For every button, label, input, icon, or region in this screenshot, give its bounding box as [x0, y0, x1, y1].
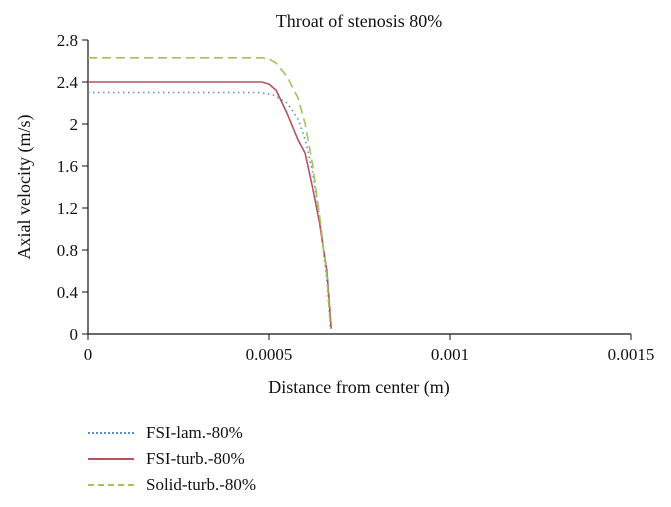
x-axis-ticks: 0 0.0005 0.001 0.0015	[84, 334, 655, 364]
legend-swatch	[88, 458, 134, 460]
legend-item-1: FSI-lam.-80%	[88, 420, 448, 446]
x-tick-label: 0.0015	[608, 345, 655, 364]
legend: FSI-lam.-80% FSI-turb.-80% Solid-turb.-80%	[88, 420, 448, 498]
y-tick-label: 1.6	[57, 157, 78, 176]
y-tick-label: 0.4	[57, 283, 79, 302]
chart-title: Throat of stenosis 80%	[276, 11, 442, 31]
x-tick-label: 0.0005	[246, 345, 293, 364]
plot-frame	[87, 40, 631, 335]
legend-swatch	[88, 484, 134, 486]
series-line-1	[88, 91, 332, 329]
y-axis-ticks: 0 0.4 0.8 1.2 1.6 2 2.4 2.8	[57, 31, 88, 344]
legend-item-2: FSI-turb.-80%	[88, 446, 448, 472]
x-axis-title: Distance from center (m)	[268, 377, 449, 398]
y-tick-label: 0	[70, 325, 79, 344]
line-chart: Throat of stenosis 80% 0 0.0005 0.001 0.001…	[14, 11, 655, 398]
legend-label: FSI-lam.-80%	[146, 423, 243, 442]
series-line-3	[88, 57, 332, 329]
y-tick-label: 0.8	[57, 241, 78, 260]
legend-item-3: Solid-turb.-80%	[88, 472, 448, 498]
x-tick-label: 0.001	[431, 345, 469, 364]
x-tick-label: 0	[84, 345, 93, 364]
series-line-2	[88, 81, 333, 329]
series-lines	[88, 57, 333, 329]
y-tick-label: 1.2	[57, 199, 78, 218]
legend-label: FSI-turb.-80%	[146, 449, 245, 468]
y-tick-label: 2.8	[57, 31, 78, 50]
y-tick-label: 2	[70, 115, 79, 134]
y-tick-label: 2.4	[57, 73, 79, 92]
legend-label: Solid-turb.-80%	[146, 475, 257, 494]
legend-swatch	[88, 432, 134, 434]
y-axis-title: Axial velocity (m/s)	[14, 115, 35, 260]
